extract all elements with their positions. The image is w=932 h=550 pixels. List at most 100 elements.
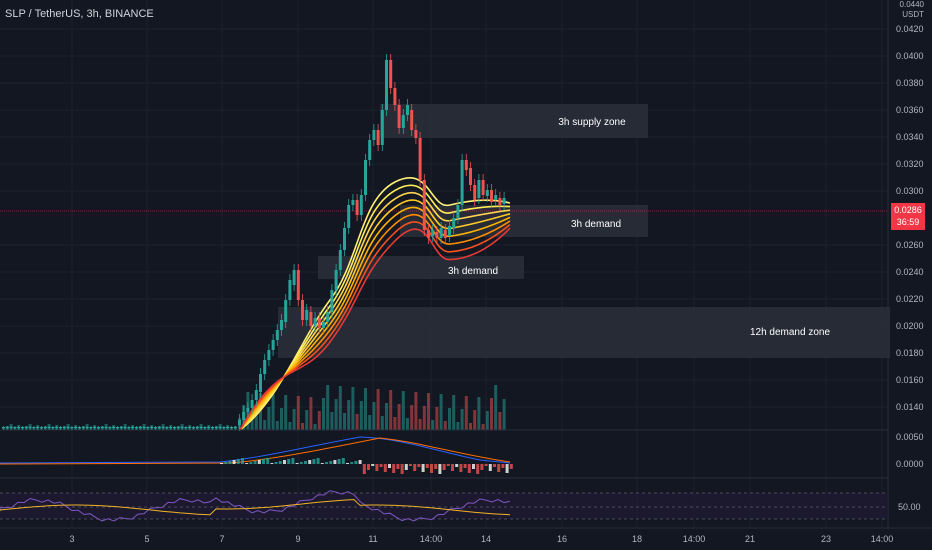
candle-body <box>93 427 97 428</box>
supply-zone-3h[interactable] <box>380 104 648 138</box>
rsi-tick: 50.00 <box>898 502 921 512</box>
candle-body <box>498 198 502 205</box>
candle-body <box>226 427 230 428</box>
volume-bar <box>481 424 485 430</box>
price-tick: 0.0320 <box>896 159 924 169</box>
price-tick: 0.0420 <box>896 24 924 34</box>
volume-bar <box>406 418 409 430</box>
candle-body <box>481 180 485 195</box>
volume-bar <box>477 397 481 430</box>
time-tick: 5 <box>144 534 149 544</box>
volume-bar <box>305 410 309 430</box>
macd-hist-bar <box>287 459 291 464</box>
zone-label-demand-12h: 12h demand zone <box>750 327 831 338</box>
macd-hist-bar <box>308 460 312 464</box>
volume-bar <box>296 396 300 430</box>
macd-hist-bar <box>333 460 337 464</box>
volume-bar <box>448 408 451 430</box>
time-tick: 14:00 <box>683 534 706 544</box>
price-axis-top: 0.0440 USDT <box>894 0 924 20</box>
candle-body <box>418 138 422 180</box>
candle-body <box>435 232 439 238</box>
macd-hist-bar <box>379 464 383 467</box>
macd-hist-bar <box>501 464 505 468</box>
candle-body <box>284 300 288 322</box>
candle-body <box>380 110 384 145</box>
candle-body <box>78 427 81 428</box>
candle-body <box>443 230 447 238</box>
candle-body <box>385 60 388 110</box>
price-tick: 0.0240 <box>896 267 924 277</box>
macd-hist-bar <box>341 458 345 464</box>
candle-body <box>242 412 246 420</box>
price-tick: 0.0340 <box>896 132 924 142</box>
candle-body <box>199 427 203 428</box>
volume-bar <box>431 420 435 430</box>
volume-bar <box>338 386 342 430</box>
candle-body <box>254 390 258 400</box>
candle-body <box>142 427 146 428</box>
symbol-header[interactable]: SLP / TetherUS, 3h, BINANCE <box>5 8 154 20</box>
price-tick: 0.0180 <box>896 348 924 358</box>
candle-body <box>490 190 493 202</box>
volume-bar <box>301 423 304 430</box>
candle-body <box>17 427 21 428</box>
volume-bar <box>280 408 283 430</box>
candle-body <box>112 427 116 428</box>
time-tick: 11 <box>368 534 377 544</box>
macd-hist-bar <box>404 464 408 470</box>
candle-body <box>305 310 309 320</box>
candle-body <box>414 130 418 138</box>
macd-hist-bar <box>262 459 265 464</box>
candle-body <box>154 427 157 428</box>
volume-bar <box>330 412 334 430</box>
candle-body <box>317 318 321 328</box>
macd-hist-bar <box>337 459 341 464</box>
current-price-badge: 0.0286 36:59 <box>891 203 925 230</box>
macd-hist-bar <box>375 464 379 471</box>
macd-hist-bar <box>463 464 467 468</box>
volume-bar <box>439 394 443 430</box>
volume-bar <box>393 417 397 430</box>
candle-body <box>62 427 66 428</box>
macd-hist-bar <box>484 464 488 466</box>
price-axis[interactable]: 0.0420 0.0400 0.0380 0.0360 0.0340 0.0320 0.03… <box>896 24 924 512</box>
signal-line <box>0 437 511 465</box>
macd-hist-bar <box>299 462 303 464</box>
volume-bar <box>490 398 493 430</box>
candle-body <box>28 427 32 428</box>
time-axis[interactable]: 3 5 7 9 11 14:00 14 16 18 14:00 21 23 14:00 <box>69 534 893 544</box>
macd-hist-bar <box>257 460 261 464</box>
macd-hist-bar <box>329 461 333 464</box>
candle-body <box>21 427 24 428</box>
volume-bar <box>452 395 456 430</box>
price-tick: 0.0300 <box>896 186 924 196</box>
volume-bar <box>414 392 418 430</box>
macd-hist-bar <box>488 464 492 471</box>
volume-bar <box>469 423 472 430</box>
macd-hist-bar <box>312 459 316 464</box>
current-price-value: 0.0286 <box>894 205 922 215</box>
macd-hist-bar <box>228 461 232 464</box>
candle-body <box>334 270 338 290</box>
candle-body <box>97 427 100 428</box>
candle-body <box>410 110 414 130</box>
macd-hist-bar <box>295 463 299 464</box>
volume-bar <box>443 421 447 430</box>
candle-body <box>477 180 481 198</box>
candle-body <box>330 290 334 312</box>
volume-bar <box>326 385 330 430</box>
macd-hist-bar <box>392 464 396 473</box>
candle-body <box>259 374 262 392</box>
volume-bar <box>397 404 401 430</box>
macd-hist-bar <box>413 464 417 471</box>
candle-body <box>203 427 207 428</box>
volume-bar <box>263 420 267 430</box>
candle-body <box>138 427 142 428</box>
volume-bar <box>418 419 422 430</box>
volume-bar <box>385 403 388 430</box>
demand-zone-12h[interactable] <box>278 307 890 358</box>
macd-hist-bar <box>434 464 438 469</box>
candle-body <box>55 427 59 428</box>
